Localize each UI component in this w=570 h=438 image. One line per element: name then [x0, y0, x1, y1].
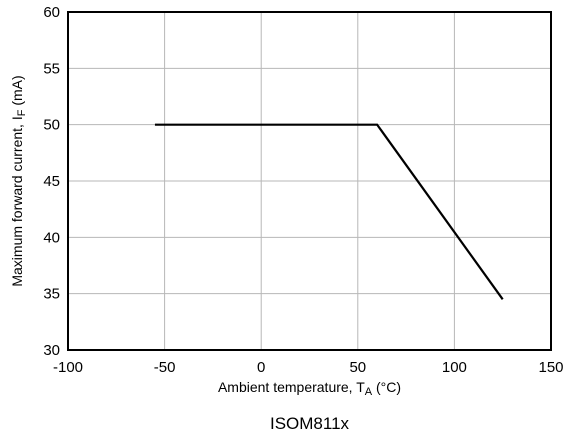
y-axis-title-main: Maximum forward current, I [9, 116, 25, 286]
series-group [154, 123, 504, 300]
x-tick-labels: -100 -50 0 50 100 150 [53, 359, 564, 376]
chart-caption: ISOM811x [270, 414, 350, 433]
x-tick-label-5: 150 [538, 359, 563, 376]
x-tick-label-4: 100 [442, 359, 467, 376]
y-tick-labels: 30 35 40 45 50 55 60 [43, 4, 60, 359]
x-axis-title-unit: (°C) [372, 379, 401, 395]
x-axis-title: Ambient temperature, TA (°C) [218, 379, 401, 398]
y-tick-label-3: 45 [43, 173, 60, 190]
y-tick-label-2: 40 [43, 229, 60, 246]
y-axis-title-unit: (mA) [9, 75, 25, 109]
y-tick-label-0: 30 [43, 342, 60, 359]
series-line-0 [154, 123, 504, 300]
y-tick-label-4: 50 [43, 117, 60, 134]
x-axis-title-main: Ambient temperature, T [218, 379, 365, 395]
x-tick-label-3: 50 [349, 359, 366, 376]
y-tick-label-1: 35 [43, 286, 60, 303]
plot-area-frame [67, 11, 552, 351]
grid-lines [68, 12, 551, 350]
y-axis-title-subscript: F [16, 109, 28, 116]
x-tick-label-1: -50 [154, 359, 176, 376]
x-tick-label-0: -100 [53, 359, 83, 376]
y-tick-label-5: 55 [43, 60, 60, 77]
x-tick-label-2: 0 [257, 359, 265, 376]
y-axis-title: Maximum forward current, IF (mA) [9, 75, 28, 286]
x-axis-title-subscript: A [365, 386, 373, 398]
y-tick-label-6: 60 [43, 4, 60, 21]
